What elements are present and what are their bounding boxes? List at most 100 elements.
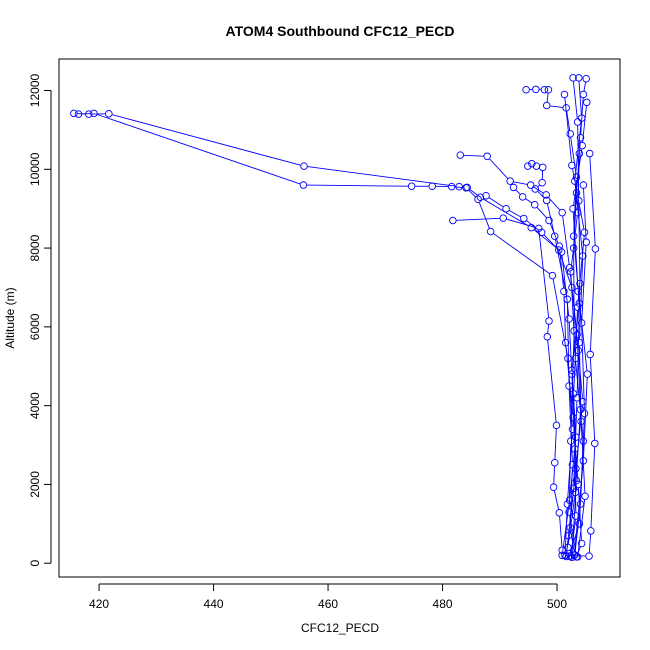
data-point: [572, 189, 581, 197]
series-segment: [489, 158, 509, 179]
data-point: [449, 216, 457, 225]
data-point: [543, 332, 552, 341]
y-tick-label: 2000: [28, 471, 42, 498]
series-segment: [573, 401, 578, 485]
series-segment: [478, 202, 490, 229]
series-segment: [570, 137, 577, 174]
data-point: [566, 524, 574, 532]
series-segment: [513, 181, 528, 185]
data-point: [542, 191, 550, 199]
data-point: [105, 110, 113, 118]
series-segment: [576, 287, 581, 395]
data-point: [567, 437, 575, 445]
data-point: [542, 101, 551, 110]
data-point: [579, 181, 588, 189]
data-point: [562, 552, 570, 561]
series-segment: [547, 203, 555, 233]
series-segment: [568, 389, 573, 462]
x-tick-label: 480: [433, 597, 453, 611]
series-segment: [536, 207, 547, 219]
series-segment: [578, 294, 588, 371]
data-point: [526, 181, 535, 189]
series-segment: [562, 503, 570, 552]
data-point: [549, 483, 558, 491]
series-segment: [566, 302, 570, 383]
data-point: [538, 163, 547, 172]
data-point: [537, 228, 546, 237]
data-point: [428, 182, 436, 190]
series-segment: [455, 186, 463, 188]
data-point: [530, 200, 539, 209]
data-point: [554, 246, 563, 254]
series-segment: [483, 198, 529, 227]
data-point: [565, 264, 574, 272]
series-segment: [583, 82, 587, 92]
data-point: [561, 338, 570, 347]
series-segment: [508, 209, 521, 218]
data-point: [558, 208, 566, 217]
series-segment: [568, 322, 573, 371]
data-point: [90, 109, 98, 118]
series-segment: [546, 93, 549, 103]
series-segment: [577, 546, 581, 554]
data-point: [558, 546, 566, 554]
series-segment: [578, 204, 581, 281]
data-point: [574, 480, 582, 489]
series-segment: [573, 251, 575, 328]
series-segment: [580, 417, 585, 501]
x-axis: 420 440 460 480 500: [89, 583, 567, 611]
series-segment: [515, 189, 521, 195]
data-point: [462, 184, 470, 192]
data-point: [572, 553, 581, 561]
y-axis: 0 2000 4000 6000 8000 10000 12000: [28, 74, 52, 567]
data-point: [499, 214, 507, 222]
data-point: [538, 178, 546, 187]
data-point: [550, 459, 559, 467]
data-point: [540, 85, 549, 94]
series-segment: [553, 490, 559, 510]
data-point: [568, 283, 576, 292]
data-point: [552, 421, 561, 430]
y-axis-label: Altitude (m): [3, 287, 17, 348]
data-point: [591, 439, 599, 448]
data-point: [569, 74, 577, 82]
series-layer: [70, 74, 600, 562]
y-tick-label: 10000: [28, 152, 42, 186]
data-point: [579, 397, 587, 406]
data-point: [447, 182, 456, 191]
series-segment: [506, 218, 536, 228]
series-segment: [468, 189, 476, 198]
data-point: [70, 109, 78, 118]
series-segment: [564, 97, 572, 162]
series-segment: [576, 338, 581, 407]
series-segment: [580, 424, 586, 493]
series-segment: [563, 294, 566, 340]
x-tick-label: 460: [318, 597, 338, 611]
data-point: [531, 185, 540, 193]
data-point: [550, 232, 559, 241]
data-point: [565, 508, 573, 516]
data-point: [545, 216, 553, 225]
data-point: [548, 271, 557, 280]
series-segment: [570, 275, 576, 355]
data-point: [578, 141, 586, 150]
series-segment: [456, 217, 500, 221]
series-segment: [573, 196, 577, 245]
data-point: [585, 552, 593, 560]
data-point: [571, 551, 579, 559]
series-segment: [588, 534, 592, 553]
series-segment: [559, 249, 564, 288]
series-segment: [547, 324, 550, 334]
series-7: [509, 74, 590, 561]
data-point: [574, 346, 582, 355]
data-point: [573, 394, 581, 402]
data-point: [583, 98, 591, 107]
data-point: [576, 134, 585, 142]
series-segment: [577, 235, 585, 304]
series-segment: [569, 527, 579, 553]
data-point: [575, 74, 583, 82]
data-point: [558, 551, 566, 560]
y-tick-label: 8000: [28, 234, 42, 261]
data-point: [570, 327, 578, 335]
data-point: [518, 193, 527, 201]
